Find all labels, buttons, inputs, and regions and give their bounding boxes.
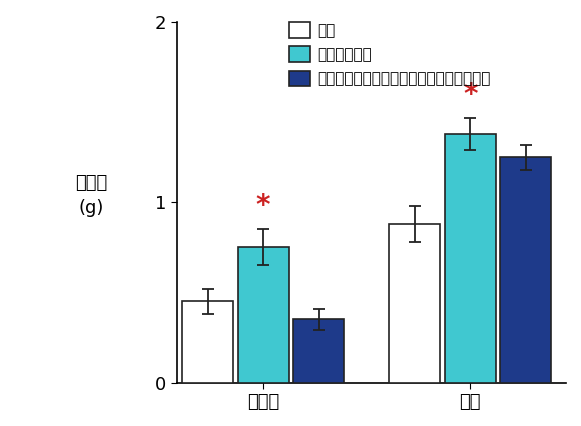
Legend: 対照, レム睐眠減少, レム睐眠減少＋前頭前皮質の神経活動鉴害: 対照, レム睐眠減少, レム睐眠減少＋前頭前皮質の神経活動鉴害 (285, 19, 494, 90)
Text: *: * (463, 81, 478, 109)
Y-axis label: 摂取量
(g): 摂取量 (g) (75, 173, 107, 216)
Bar (444, 134, 496, 383)
Bar (389, 224, 440, 383)
Bar (500, 157, 551, 383)
Text: *: * (256, 192, 270, 220)
Bar (293, 320, 345, 383)
Bar (238, 248, 289, 383)
Bar (182, 302, 233, 383)
